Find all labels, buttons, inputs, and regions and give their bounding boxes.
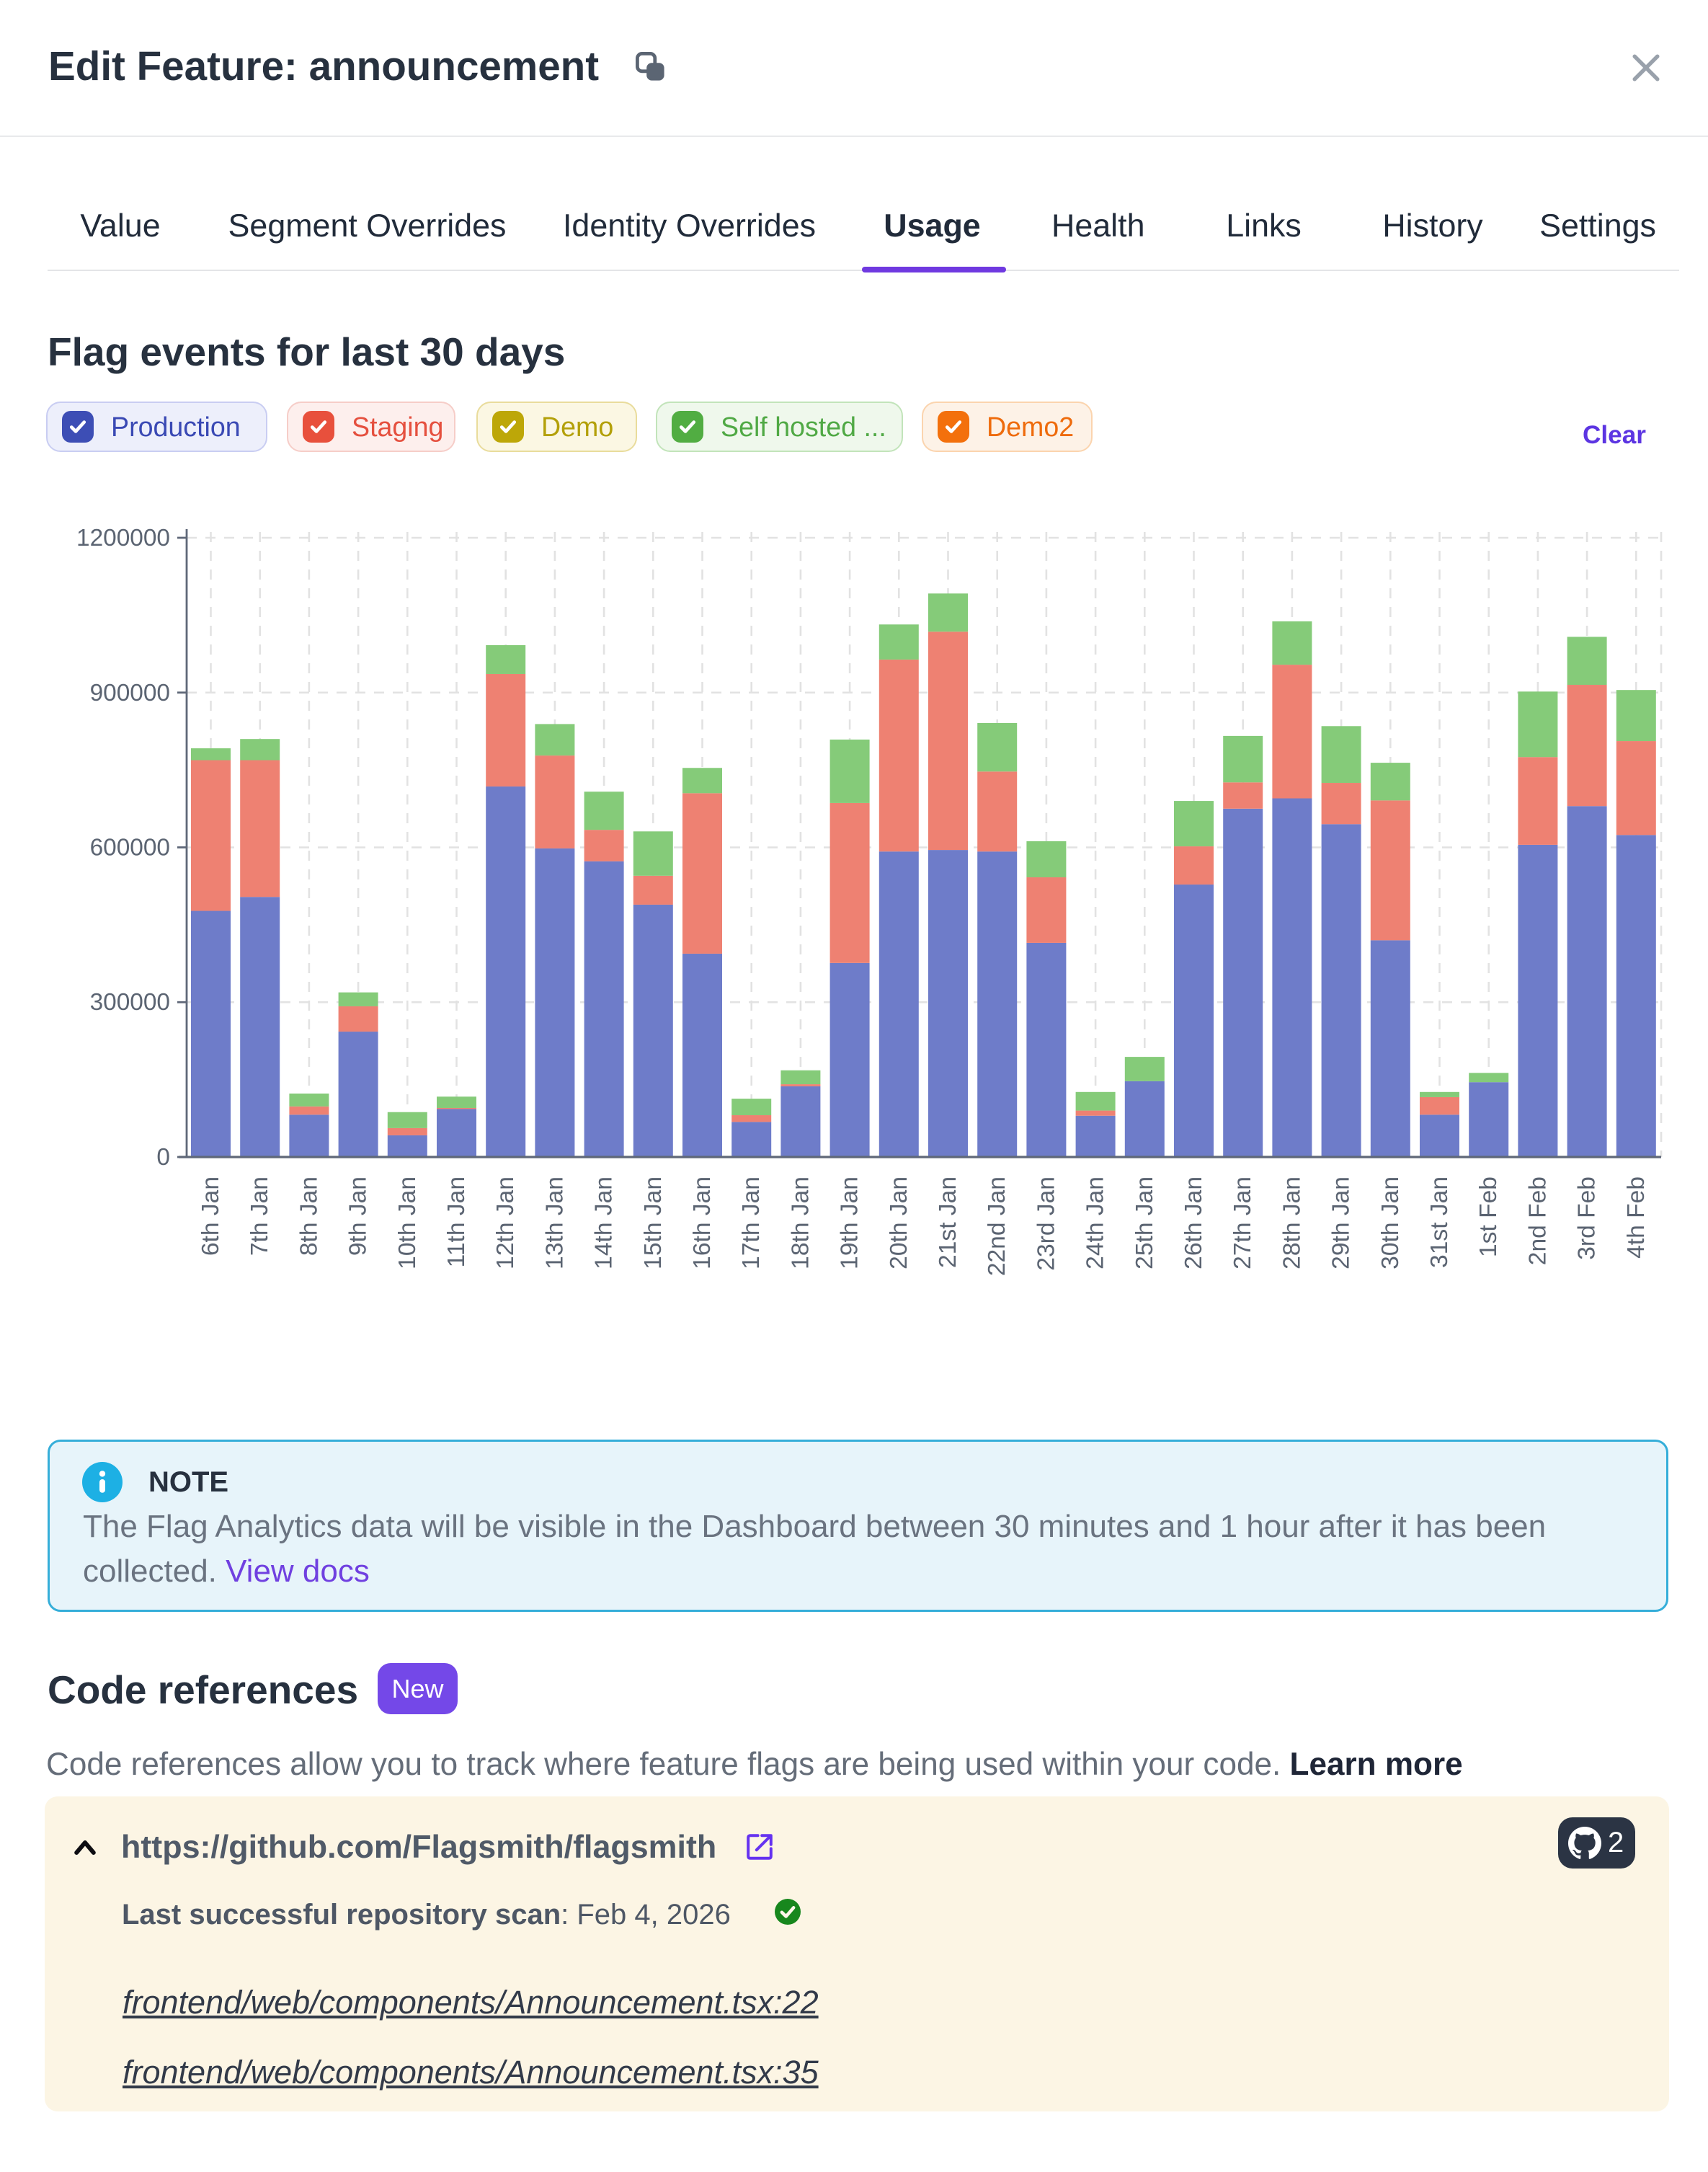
svg-text:31st Jan: 31st Jan <box>1426 1176 1453 1268</box>
svg-text:11th Jan: 11th Jan <box>443 1176 470 1267</box>
svg-text:1200000: 1200000 <box>76 525 170 551</box>
svg-text:2nd Feb: 2nd Feb <box>1524 1176 1551 1265</box>
svg-text:21st Jan: 21st Jan <box>935 1176 961 1268</box>
svg-text:28th Jan: 28th Jan <box>1278 1176 1305 1269</box>
svg-text:600000: 600000 <box>90 835 170 861</box>
svg-text:4th Feb: 4th Feb <box>1623 1176 1650 1259</box>
svg-text:10th Jan: 10th Jan <box>394 1176 421 1269</box>
svg-text:300000: 300000 <box>90 989 170 1016</box>
svg-text:0: 0 <box>156 1144 170 1171</box>
svg-text:19th Jan: 19th Jan <box>837 1176 863 1269</box>
svg-text:20th Jan: 20th Jan <box>886 1176 912 1269</box>
svg-text:1st Feb: 1st Feb <box>1475 1176 1502 1257</box>
svg-text:29th Jan: 29th Jan <box>1328 1176 1355 1269</box>
svg-text:26th Jan: 26th Jan <box>1180 1176 1207 1269</box>
svg-text:17th Jan: 17th Jan <box>738 1176 765 1269</box>
svg-text:3rd Feb: 3rd Feb <box>1574 1176 1601 1260</box>
svg-text:24th Jan: 24th Jan <box>1082 1176 1109 1269</box>
svg-text:16th Jan: 16th Jan <box>689 1176 716 1269</box>
svg-text:15th Jan: 15th Jan <box>640 1176 667 1269</box>
svg-text:23rd Jan: 23rd Jan <box>1033 1176 1059 1271</box>
svg-text:13th Jan: 13th Jan <box>541 1176 568 1269</box>
svg-text:9th Jan: 9th Jan <box>345 1176 372 1256</box>
svg-text:6th Jan: 6th Jan <box>197 1176 224 1256</box>
svg-text:8th Jan: 8th Jan <box>295 1176 322 1256</box>
svg-text:22nd Jan: 22nd Jan <box>984 1176 1010 1276</box>
svg-text:7th Jan: 7th Jan <box>246 1176 273 1256</box>
svg-text:27th Jan: 27th Jan <box>1229 1176 1256 1269</box>
svg-text:25th Jan: 25th Jan <box>1131 1176 1158 1269</box>
svg-text:14th Jan: 14th Jan <box>591 1176 618 1269</box>
svg-text:30th Jan: 30th Jan <box>1377 1176 1404 1269</box>
svg-text:900000: 900000 <box>90 680 170 706</box>
svg-text:12th Jan: 12th Jan <box>492 1176 519 1269</box>
svg-text:18th Jan: 18th Jan <box>787 1176 814 1269</box>
